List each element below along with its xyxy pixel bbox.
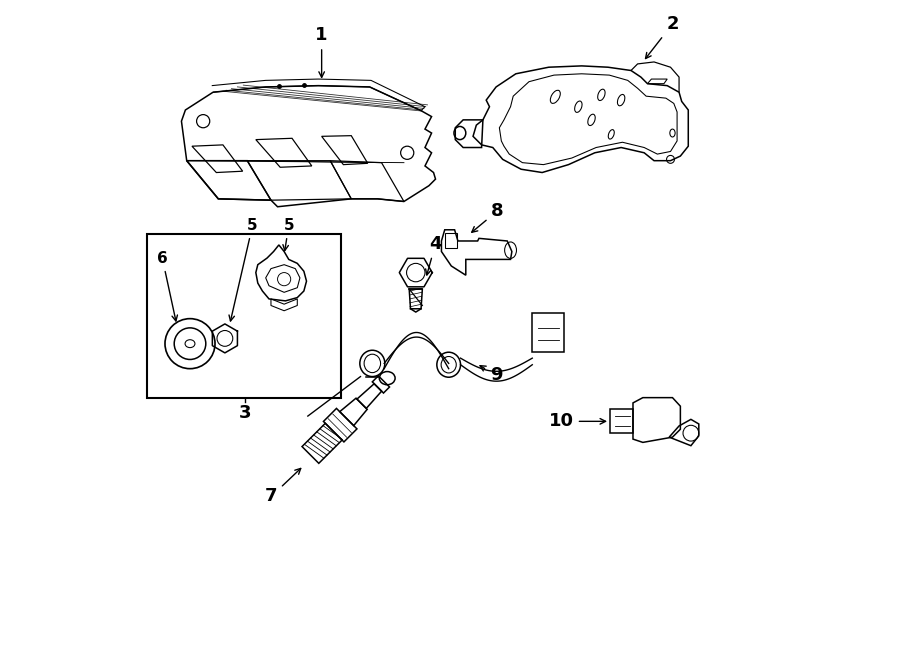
Text: 9: 9 <box>480 366 502 385</box>
Text: 7: 7 <box>265 469 301 506</box>
Text: 6: 6 <box>157 251 177 321</box>
Text: 5: 5 <box>283 218 294 251</box>
Text: 5: 5 <box>229 218 257 321</box>
Text: 1: 1 <box>315 26 328 77</box>
Text: 2: 2 <box>645 15 679 59</box>
Text: 4: 4 <box>426 235 442 275</box>
Text: 8: 8 <box>472 202 504 232</box>
Bar <box>148 235 341 398</box>
Text: 10: 10 <box>549 412 606 430</box>
Text: 3: 3 <box>238 405 251 422</box>
